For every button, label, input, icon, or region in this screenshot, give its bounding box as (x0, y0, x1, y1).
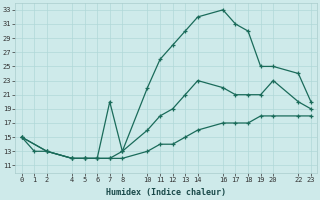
X-axis label: Humidex (Indice chaleur): Humidex (Indice chaleur) (106, 188, 226, 197)
